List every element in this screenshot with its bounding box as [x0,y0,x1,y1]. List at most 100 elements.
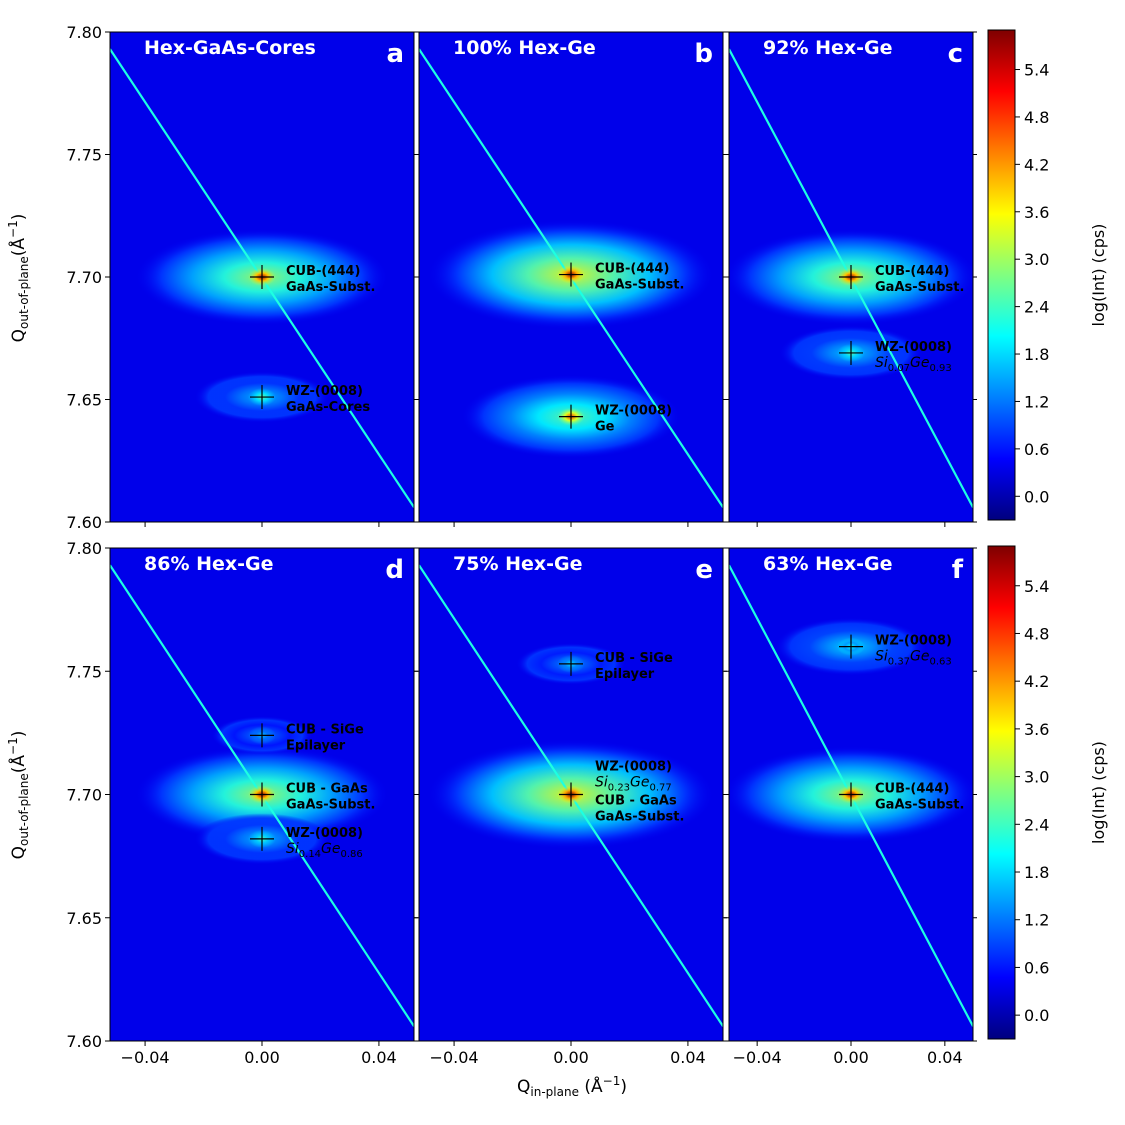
formula-si-sub: 0.37 [888,657,910,668]
peak-label-c-1-0: WZ-(0008) [875,340,952,355]
panel-letter-b: b [694,39,713,69]
peak-label-d-2-1: Si0.14Ge0.86 [286,841,363,860]
peak-label-d-1-1: GaAs-Subst. [286,798,375,813]
peak-label-e-2-0: CUB - GaAs [595,794,677,809]
colorbar-tick-label: 5.4 [1024,577,1049,596]
y-tick-label: 7.65 [66,909,102,928]
panel-b-map [419,32,723,522]
colorbar-tick-label: 3.6 [1024,720,1049,739]
y-axis-title-top-close: ) [9,214,29,221]
colorbar-label: log(Int) (cps) [1089,741,1108,844]
formula-ge-sub: 0.77 [650,783,672,794]
formula-si: Si [595,775,608,791]
panel-title-c: 92% Hex-Ge [763,37,893,59]
x-tick-label: 0.00 [833,1048,869,1067]
peak-label-b-0-1: GaAs-Subst. [595,278,684,293]
peak-label-a-0-0: CUB-(444) [286,264,360,279]
y-tick-label: 7.75 [66,662,102,681]
colorbar-tick-label: 4.2 [1024,155,1049,174]
panel-f: WZ-(0008)Si0.37Ge0.63 CUB-(444)GaAs-Subst… [728,547,974,1042]
formula-si-sub: 0.23 [608,783,630,794]
panel-d-map [110,548,414,1041]
colorbars-layer: 0.0 0.6 1.2 1.8 2.4 3.0 3.6 4.2 4.8 5.4 log(Int) (… [987,29,1108,1040]
peak-label-e-0-0: CUB - SiGe [595,651,673,666]
formula-ge: Ge [321,841,340,857]
colorbar-tick-label: 0.6 [1024,958,1049,977]
panel-letter-f: f [952,555,964,585]
colorbar-tick-label: 3.0 [1024,250,1049,269]
colorbar-tick-label: 1.8 [1024,345,1049,364]
axes-layer: 7.60 7.65 7.70 7.75 7.80 −0.04 0.00 0.04 7.60 7.6… [66,23,977,1067]
x-tick-label: 0.00 [553,1048,589,1067]
peak-label-d-0-0: CUB - SiGe [286,722,364,737]
formula-ge: Ge [630,775,649,791]
panel-letter-c: c [948,39,963,69]
formula-ge: Ge [910,649,929,665]
peak-label-f-0-1: Si0.37Ge0.63 [875,649,952,668]
colorbar-tick-label: 4.8 [1024,108,1049,127]
panel-title-a: Hex-GaAs-Cores [144,37,316,59]
panel-letter-d: d [385,555,404,585]
x-tick-label: −0.04 [733,1048,782,1067]
formula-ge-sub: 0.86 [341,849,363,860]
formula-si-sub: 0.14 [299,849,321,860]
peak-label-c-1-1: Si0.07Ge0.93 [875,355,952,374]
x-axis-title-exp: −1 [603,1074,621,1088]
formula-ge-sub: 0.63 [930,657,952,668]
formula-si: Si [875,355,888,371]
x-axis-title-q: Q [517,1077,530,1097]
colorbar-gradient [987,29,1016,521]
x-tick-label: 0.04 [361,1048,397,1067]
panel-a-map [110,32,414,522]
x-tick-label: −0.04 [121,1048,170,1067]
panel-c-map [729,32,973,522]
y-axis-title-bottom-unit: (Å [7,755,29,774]
colorbar-label: log(Int) (cps) [1089,224,1108,327]
colorbar-tick-label: 0.6 [1024,440,1049,459]
y-axis-title-bottom-sub: out-of-plane [17,773,31,846]
x-axis-title-close: ) [620,1077,627,1097]
colorbar-gradient [987,545,1016,1040]
panel-letter-e: e [695,555,713,585]
colorbar-tick-label: 0.0 [1024,1006,1049,1025]
formula-ge-sub: 0.93 [930,363,952,374]
peak-label-d-2-0: WZ-(0008) [286,826,363,841]
y-tick-label: 7.60 [66,513,102,532]
colorbar-tick-label: 4.8 [1024,624,1049,643]
y-axis-title-top-q: Q [9,329,29,342]
panel-f-map [729,548,973,1041]
formula-si: Si [875,649,888,665]
peak-label-c-0-0: CUB-(444) [875,264,949,279]
y-tick-label: 7.60 [66,1032,102,1051]
panel-b: CUB-(444)GaAs-Subst. WZ-(0008)Ge 100% Hex-… [418,31,724,523]
x-tick-label: 0.04 [927,1048,963,1067]
peak-label-e-1-1: Si0.23Ge0.77 [595,775,672,794]
panel-title-d: 86% Hex-Ge [144,553,274,575]
panel-c: CUB-(444)GaAs-Subst. WZ-(0008)Si0.07Ge0.9… [728,31,974,523]
panel-title-f: 63% Hex-Ge [763,553,893,575]
colorbar-1: 0.0 0.6 1.2 1.8 2.4 3.0 3.6 4.2 4.8 5.4 log(Int) (… [987,29,1108,521]
y-axis-title-bottom-q: Q [9,846,29,859]
y-axis-title-bottom: Qout-of-plane(Å−1) [6,731,31,860]
colorbar-tick-label: 1.8 [1024,863,1049,882]
panel-e-map [419,548,723,1041]
peak-label-f-1-0: CUB-(444) [875,782,949,797]
y-axis-title-top-sub: out-of-plane [17,256,31,329]
y-axis-title-top-unit: (Å [7,238,29,257]
colorbar-tick-label: 5.4 [1024,61,1049,80]
peak-label-a-1-1: GaAs-Cores [286,400,370,415]
x-tick-label: −0.04 [430,1048,479,1067]
colorbar-tick-label: 3.6 [1024,203,1049,222]
colorbar-tick-label: 3.0 [1024,768,1049,787]
peak-label-d-0-1: Epilayer [286,738,346,753]
x-axis-title-unit: (Å [579,1075,603,1097]
formula-si: Si [286,841,299,857]
panel-title-b: 100% Hex-Ge [453,37,596,59]
y-axis-title-bottom-close: ) [9,731,29,738]
panel-title-e: 75% Hex-Ge [453,553,583,575]
x-axis-title: Qin-plane (Å−1) [517,1074,627,1099]
peak-label-a-1-0: WZ-(0008) [286,384,363,399]
